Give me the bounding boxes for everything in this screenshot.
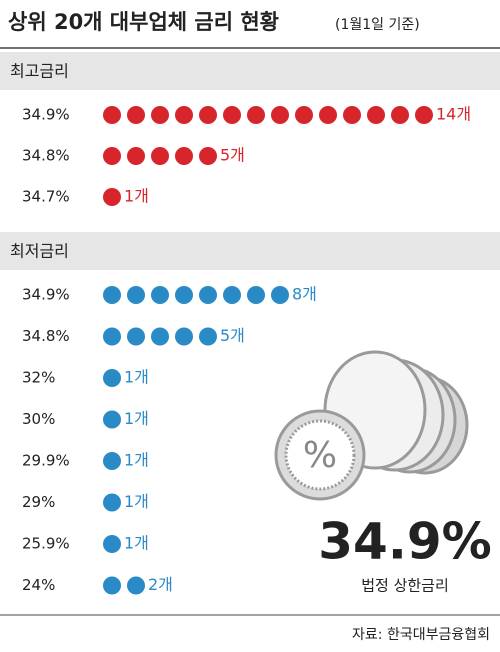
source: 자료: 한국대부금융협회 <box>352 627 490 643</box>
dot-group <box>103 493 121 512</box>
title: 상위 20개 대부업체 금리 현황 <box>8 10 279 34</box>
value-label: 5개 <box>220 326 245 345</box>
dot <box>199 106 217 124</box>
dot-group <box>103 327 217 346</box>
subtitle: (1월1일 기준) <box>335 17 420 33</box>
dot-group <box>103 188 121 206</box>
section-title: 최저금리 <box>10 242 69 261</box>
dot <box>271 286 289 304</box>
dot-group <box>103 576 145 595</box>
dot <box>103 493 121 512</box>
row-label: 30% <box>22 410 55 428</box>
dot <box>127 576 145 595</box>
value-label: 1개 <box>124 187 149 206</box>
section-header <box>0 52 500 90</box>
dot-group <box>103 452 121 470</box>
dot-group <box>103 106 433 124</box>
row-label: 34.7% <box>22 188 70 206</box>
dot <box>199 147 217 165</box>
value-label: 1개 <box>124 534 149 553</box>
callout-label: 법정 상한금리 <box>361 577 449 595</box>
row-label: 34.9% <box>22 106 70 124</box>
dot <box>127 286 145 304</box>
dot <box>343 106 361 124</box>
dot-group <box>103 147 217 165</box>
row-label: 25.9% <box>22 535 70 553</box>
dot <box>223 106 241 124</box>
row-label: 29.9% <box>22 452 70 470</box>
section-title: 최고금리 <box>10 62 69 81</box>
row-label: 34.8% <box>22 147 70 165</box>
dot <box>415 106 433 124</box>
value-label: 5개 <box>220 146 245 165</box>
dot <box>223 286 241 304</box>
dot <box>151 147 169 165</box>
coins-illustration: % <box>274 350 469 501</box>
dot <box>175 286 193 304</box>
dot <box>103 147 121 165</box>
dot <box>391 106 409 124</box>
dot <box>127 327 145 346</box>
row-label: 32% <box>22 369 55 387</box>
dot <box>103 369 121 387</box>
dot <box>247 286 265 304</box>
value-label: 2개 <box>148 575 173 594</box>
dot <box>319 106 337 124</box>
dot <box>103 106 121 124</box>
dot <box>175 147 193 165</box>
value-label: 1개 <box>124 492 149 511</box>
value-label: 14개 <box>436 105 471 124</box>
dot <box>151 286 169 304</box>
section-header <box>0 232 500 270</box>
value-label: 1개 <box>124 409 149 428</box>
dot <box>103 188 121 206</box>
dot <box>103 535 121 553</box>
value-label: 1개 <box>124 368 149 387</box>
callout-value: 34.9% <box>318 513 491 571</box>
row-label: 34.9% <box>22 286 70 304</box>
value-label: 8개 <box>292 285 317 304</box>
dot <box>127 147 145 165</box>
dot <box>271 106 289 124</box>
dot <box>103 327 121 346</box>
dot <box>127 106 145 124</box>
dot-group <box>103 286 289 304</box>
dot <box>367 106 385 124</box>
dot-group <box>103 369 121 387</box>
svg-text:%: % <box>303 435 337 476</box>
dot <box>151 106 169 124</box>
value-label: 1개 <box>124 451 149 470</box>
dot <box>175 327 193 346</box>
dot <box>103 410 121 429</box>
row-label: 34.8% <box>22 327 70 345</box>
dot <box>295 106 313 124</box>
dot <box>175 106 193 124</box>
dot-group <box>103 410 121 429</box>
dot <box>247 106 265 124</box>
dot <box>199 286 217 304</box>
dot <box>199 327 217 346</box>
dot <box>103 286 121 304</box>
row-label: 29% <box>22 493 55 511</box>
dot <box>103 576 121 595</box>
dot <box>151 327 169 346</box>
dot <box>103 452 121 470</box>
row-label: 24% <box>22 576 55 594</box>
dot-group <box>103 535 121 553</box>
